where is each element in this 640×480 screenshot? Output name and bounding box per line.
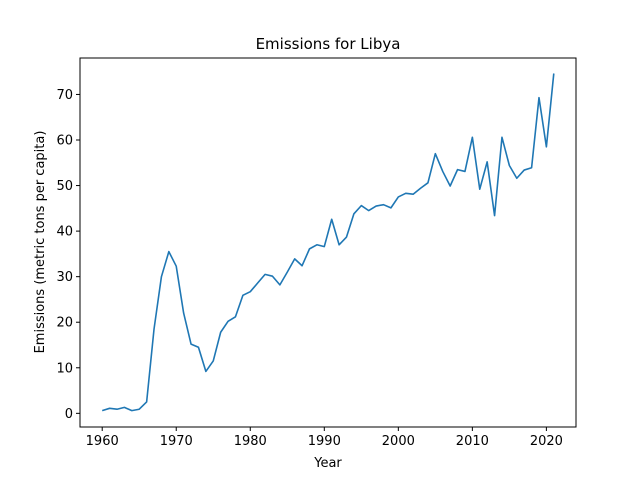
x-axis-ticks: 1960 1970 1980 1990 2000 2010 2020 [86, 427, 563, 449]
y-axis-ticks: 0 10 20 30 40 50 60 70 [56, 88, 80, 422]
x-tick-label: 2000 [382, 434, 415, 449]
y-tick-label: 10 [56, 361, 73, 376]
y-tick-label: 60 [56, 134, 73, 149]
x-tick-label: 2010 [456, 434, 489, 449]
chart-title: Emissions for Libya [256, 35, 401, 53]
y-axis-label: Emissions (metric tons per capita) [33, 131, 48, 354]
x-tick-label: 1960 [86, 434, 119, 449]
y-tick-label: 50 [56, 179, 73, 194]
series-line-0 [101, 73, 555, 412]
x-tick-label: 1970 [160, 434, 193, 449]
plot-frame [79, 57, 577, 428]
series-group [101, 73, 555, 412]
y-tick-label: 40 [56, 225, 73, 240]
plot-area: 1960 1970 1980 1990 2000 2010 2020 0 10 20 30 40 50… [56, 57, 577, 449]
x-axis-label: Year [313, 456, 342, 471]
y-tick-label: 30 [56, 270, 73, 285]
y-tick-label: 70 [56, 88, 73, 103]
x-tick-label: 1980 [234, 434, 267, 449]
x-tick-label: 1990 [308, 434, 341, 449]
y-tick-label: 20 [56, 316, 73, 331]
x-tick-label: 2020 [530, 434, 563, 449]
y-tick-label: 0 [65, 407, 73, 422]
